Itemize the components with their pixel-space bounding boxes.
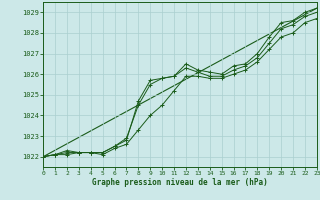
X-axis label: Graphe pression niveau de la mer (hPa): Graphe pression niveau de la mer (hPa) (92, 178, 268, 187)
